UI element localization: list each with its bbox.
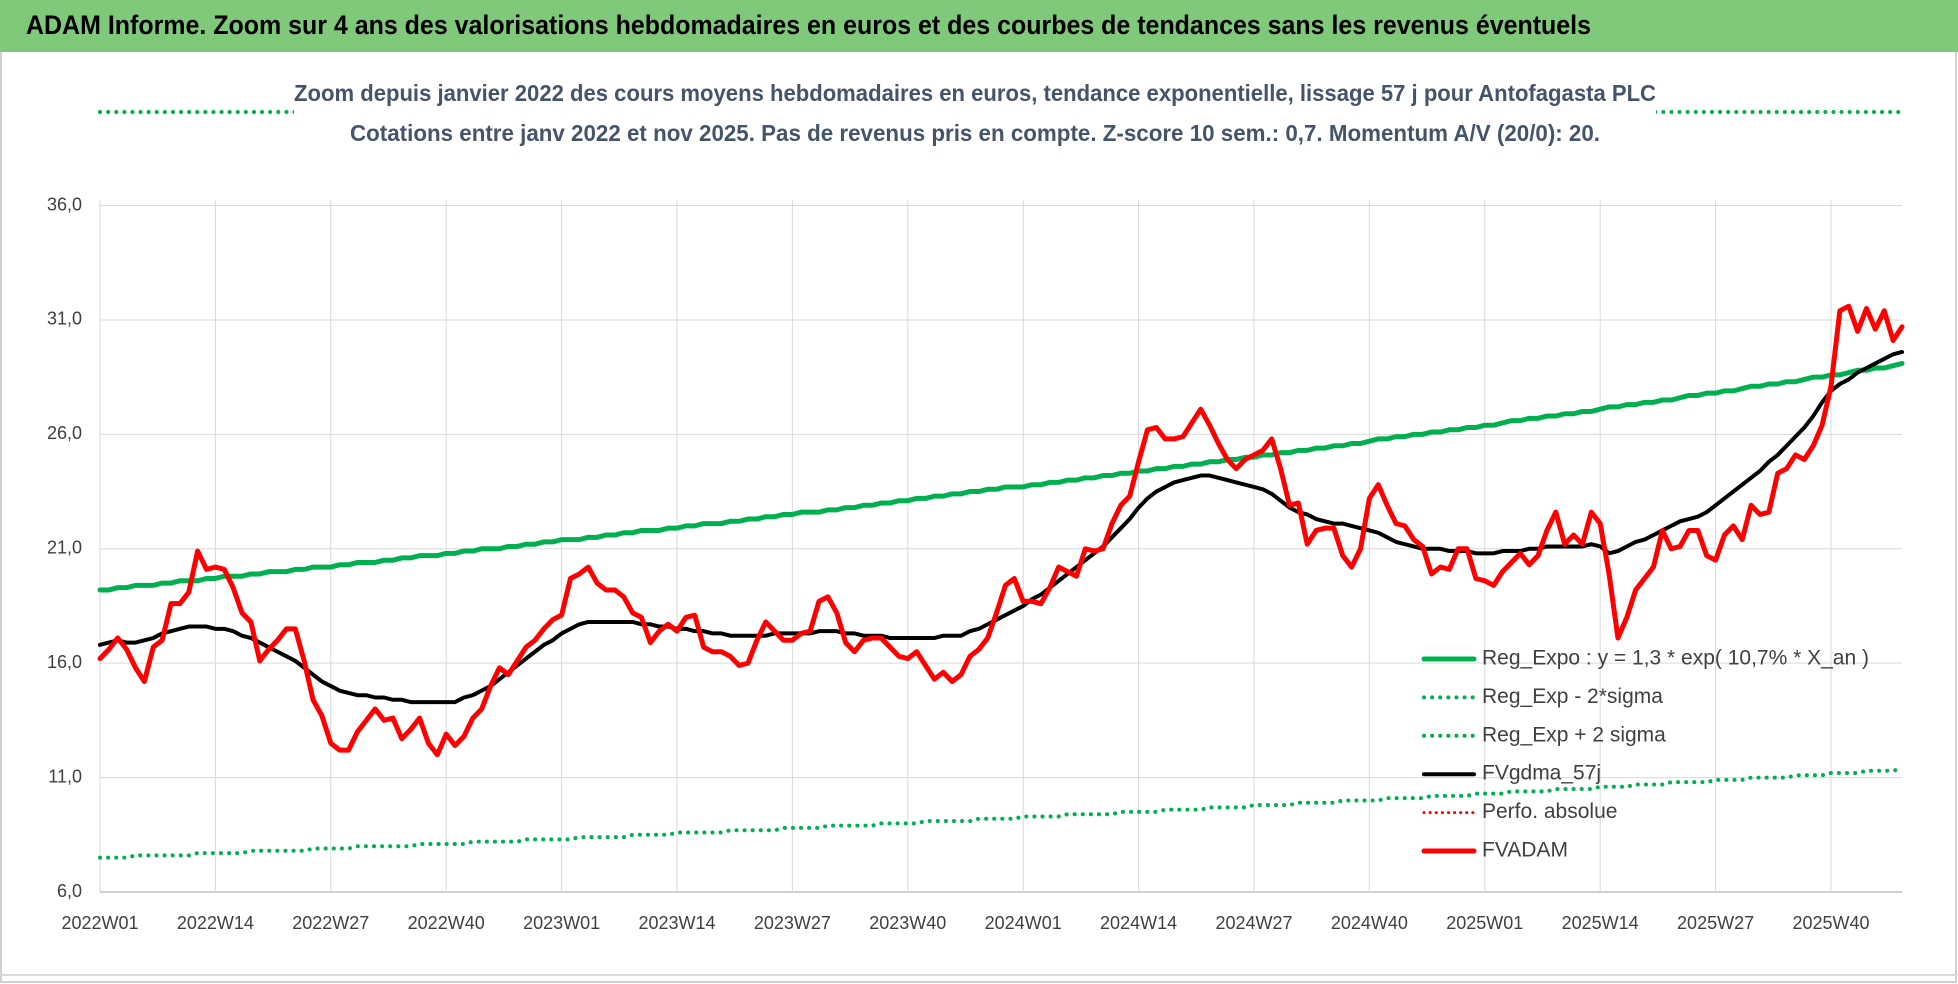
series-line <box>97 303 1905 758</box>
y-tick-label: 16,0 <box>47 652 82 672</box>
series-line <box>98 349 1904 705</box>
legend-label: Reg_Expo : y = 1,3 * exp( 10,7% * X_an ) <box>1482 647 1869 670</box>
y-tick-label: 26,0 <box>47 423 82 443</box>
y-tick-label: 11,0 <box>48 766 82 786</box>
legend-label: Reg_Exp + 2 sigma <box>1482 723 1666 746</box>
x-tick-label: 2023W01 <box>523 913 600 933</box>
grid: 6,0 11,0 16,0 21,0 26,0 31,0 36,0 2022W01 2022W1… <box>47 194 1902 933</box>
y-tick-label: 31,0 <box>47 309 82 329</box>
chart-title-block: Zoom depuis janvier 2022 des cours moyen… <box>294 74 1656 154</box>
x-tick-label: 2024W01 <box>985 913 1062 933</box>
x-tick-label: 2023W14 <box>638 913 715 933</box>
x-tick-label: 2023W40 <box>869 913 946 933</box>
x-tick-label: 2022W27 <box>292 913 369 933</box>
series-line <box>98 766 1904 860</box>
legend-label: FVgdma_57j <box>1482 762 1601 785</box>
header-band <box>0 0 1958 52</box>
x-tick-label: 2025W01 <box>1446 913 1523 933</box>
x-tick-label: 2022W40 <box>408 913 485 933</box>
title-background <box>294 74 1656 154</box>
x-tick-label: 2023W27 <box>754 913 831 933</box>
legend-label: FVADAM <box>1482 839 1568 862</box>
x-tick-label: 2025W27 <box>1677 913 1754 933</box>
x-tick-label: 2024W27 <box>1215 913 1292 933</box>
chart-title: Zoom depuis janvier 2022 des cours moyen… <box>294 80 1656 106</box>
x-tick-label: 2022W01 <box>61 913 138 933</box>
x-tick-label: 2025W40 <box>1792 913 1869 933</box>
header-title: ADAM Informe. Zoom sur 4 ans des valoris… <box>26 10 1591 40</box>
x-tick-label: 2022W14 <box>177 913 254 933</box>
series-line <box>97 360 1905 593</box>
legend: Reg_Expo : y = 1,3 * exp( 10,7% * X_an )… <box>1421 647 1869 862</box>
y-tick-label: 36,0 <box>47 194 82 214</box>
chart-subtitle: Cotations entre janv 2022 et nov 2025. P… <box>350 120 1600 146</box>
legend-label: Reg_Exp - 2*sigma <box>1482 685 1663 708</box>
x-tick-label: 2024W14 <box>1100 913 1177 933</box>
y-tick-label: 6,0 <box>57 881 82 901</box>
x-tick-label: 2024W40 <box>1331 913 1408 933</box>
x-tick-label: 2025W14 <box>1562 913 1639 933</box>
legend-label: Perfo. absolue <box>1482 800 1617 823</box>
y-tick-label: 21,0 <box>47 538 82 558</box>
